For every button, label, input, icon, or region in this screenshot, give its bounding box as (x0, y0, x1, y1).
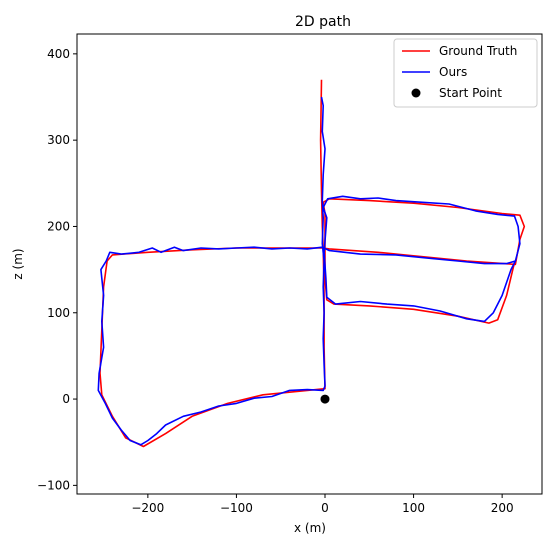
x-tick-label: 0 (321, 501, 329, 515)
x-axis-label: x (m) (294, 521, 326, 535)
x-tick-label: −100 (220, 501, 253, 515)
x-tick-label: 200 (491, 501, 514, 515)
chart-title: 2D path (295, 14, 351, 30)
y-tick-label: −100 (37, 478, 70, 492)
y-tick-label: 400 (47, 47, 70, 61)
x-tick-label: 100 (402, 501, 425, 515)
y-tick-label: 100 (47, 306, 70, 320)
plot-frame (76, 33, 543, 495)
legend: Ground Truth Ours Start Point (393, 38, 538, 108)
legend-box (393, 38, 538, 108)
y-tick-label: 200 (47, 219, 70, 233)
y-tick-label: 300 (47, 133, 70, 147)
legend-marker-start-point (411, 88, 421, 98)
legend-label: Ground Truth (439, 44, 517, 58)
axis-ticks: −200 −100 0 100 200 −100 0 100 200 300 400 (37, 47, 514, 515)
plot-area (97, 79, 526, 448)
legend-label: Start Point (439, 86, 502, 100)
y-tick-label: 0 (62, 392, 70, 406)
series-line-ground-truth (99, 79, 526, 448)
legend-label: Ours (439, 65, 467, 79)
series-line-ours (97, 96, 521, 446)
start-point-marker (320, 394, 330, 404)
y-axis-label: z (m) (11, 248, 25, 279)
x-tick-label: −200 (131, 501, 164, 515)
